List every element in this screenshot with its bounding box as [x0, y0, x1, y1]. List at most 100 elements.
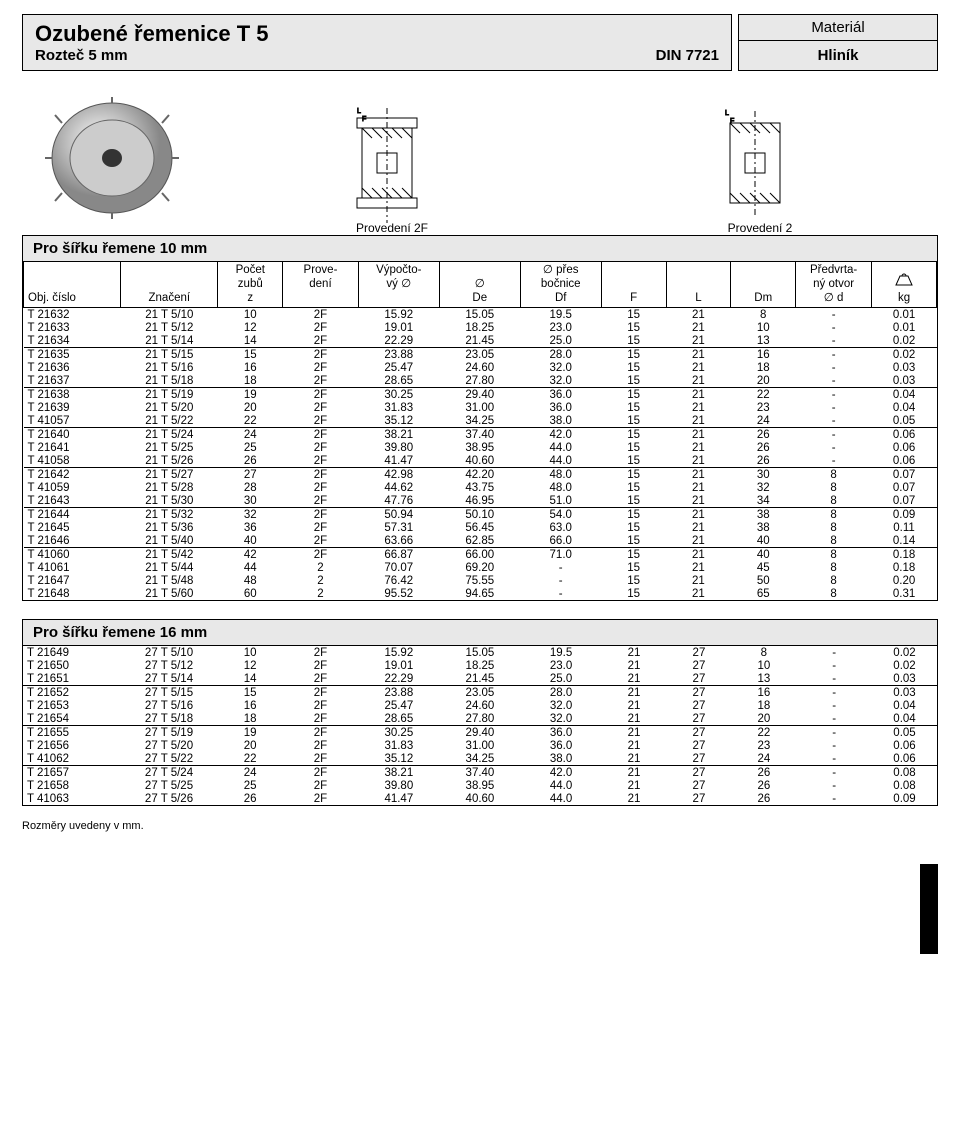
- cell-l: 27: [667, 726, 732, 740]
- cell-mark: 21 T 5/26: [121, 454, 218, 468]
- cell-df: 42.0: [520, 428, 601, 442]
- table1: Obj. číslo Značení Početzubůz Prove-dení…: [23, 262, 937, 600]
- cell-f: 15: [601, 534, 666, 548]
- table-row: T 2164621 T 5/40402F63.6662.8566.0152140…: [24, 534, 937, 548]
- col-kg: kg: [872, 262, 937, 308]
- cell-df: 48.0: [520, 468, 601, 482]
- cell-kg: 0.02: [872, 348, 937, 362]
- cell-df: 51.0: [520, 494, 601, 508]
- cell-z: 15: [218, 348, 283, 362]
- cell-d: -: [796, 388, 872, 402]
- cell-vyv: 31.83: [358, 401, 439, 414]
- cell-z: 10: [218, 308, 283, 322]
- cell-l: 21: [666, 454, 731, 468]
- cell-df: 32.0: [520, 361, 601, 374]
- cell-d: -: [796, 308, 872, 322]
- cell-dm: 23: [731, 401, 796, 414]
- cell-obj: T 41061: [24, 561, 121, 574]
- cell-f: 15: [601, 308, 666, 322]
- cell-f: 15: [601, 361, 666, 374]
- cell-prov: 2F: [283, 361, 359, 374]
- cell-mark: 21 T 5/25: [121, 441, 218, 454]
- page-title: Ozubené řemenice T 5: [35, 21, 719, 47]
- table-row: T 4106227 T 5/22222F35.1234.2538.0212724…: [23, 752, 937, 766]
- cell-obj: T 21657: [23, 766, 120, 780]
- cell-mark: 21 T 5/19: [121, 388, 218, 402]
- cell-de: 34.25: [439, 752, 520, 766]
- cell-df: 25.0: [520, 334, 601, 348]
- cell-kg: 0.04: [872, 388, 937, 402]
- cell-prov: 2: [283, 574, 359, 587]
- cell-df: 32.0: [521, 699, 602, 712]
- cell-l: 21: [666, 441, 731, 454]
- cell-vyv: 28.65: [358, 374, 439, 388]
- cell-prov: 2F: [283, 779, 359, 792]
- cell-z: 30: [218, 494, 283, 508]
- cell-f: 15: [601, 454, 666, 468]
- cell-f: 21: [602, 659, 667, 672]
- table-row: T 2164721 T 5/4848276.4275.55-15215080.2…: [24, 574, 937, 587]
- cell-dm: 23: [731, 739, 796, 752]
- cell-z: 14: [218, 672, 283, 686]
- cell-d: 8: [796, 508, 872, 522]
- cell-f: 15: [601, 574, 666, 587]
- cell-f: 15: [601, 494, 666, 508]
- cell-df: 19.5: [521, 646, 602, 659]
- table1-wrap: Obj. číslo Značení Početzubůz Prove-dení…: [22, 262, 938, 601]
- cell-dm: 32: [731, 481, 796, 494]
- cell-z: 36: [218, 521, 283, 534]
- cell-mark: 27 T 5/12: [120, 659, 217, 672]
- cell-obj: T 21648: [24, 587, 121, 600]
- cell-de: 66.00: [439, 548, 520, 562]
- cell-vyv: 70.07: [358, 561, 439, 574]
- cell-mark: 27 T 5/18: [120, 712, 217, 726]
- cell-f: 21: [602, 672, 667, 686]
- cell-dm: 50: [731, 574, 796, 587]
- cell-obj: T 21637: [24, 374, 121, 388]
- cell-mark: 21 T 5/30: [121, 494, 218, 508]
- col-z: Početzubůz: [218, 262, 283, 308]
- table-row: T 4106121 T 5/4444270.0769.20-15214580.1…: [24, 561, 937, 574]
- cell-z: 12: [218, 659, 283, 672]
- page-header: Ozubené řemenice T 5 Rozteč 5 mm DIN 772…: [22, 14, 938, 71]
- diagram-2f-label: Provedení 2F: [356, 221, 428, 235]
- cell-kg: 0.06: [872, 739, 937, 752]
- cell-l: 21: [666, 388, 731, 402]
- cell-de: 29.40: [439, 388, 520, 402]
- diagram-2: L F Provedení 2: [582, 83, 938, 233]
- cell-obj: T 41057: [24, 414, 121, 428]
- cell-dm: 18: [731, 699, 796, 712]
- cell-f: 21: [602, 646, 667, 659]
- cell-z: 60: [218, 587, 283, 600]
- table-row: T 2165327 T 5/16162F25.4724.6032.0212718…: [23, 699, 937, 712]
- cell-prov: 2F: [283, 659, 359, 672]
- cell-z: 24: [218, 428, 283, 442]
- cell-vyv: 35.12: [358, 414, 439, 428]
- cell-d: -: [796, 321, 872, 334]
- cell-obj: T 21640: [24, 428, 121, 442]
- cell-d: -: [796, 766, 872, 780]
- cell-l: 21: [666, 548, 731, 562]
- cell-d: -: [796, 686, 872, 700]
- cell-z: 32: [218, 508, 283, 522]
- cell-kg: 0.03: [872, 672, 937, 686]
- cell-l: 21: [666, 468, 731, 482]
- cell-mark: 21 T 5/16: [121, 361, 218, 374]
- cell-f: 15: [601, 428, 666, 442]
- cell-dm: 20: [731, 374, 796, 388]
- col-df: ∅ přesbočniceDf: [520, 262, 601, 308]
- cell-vyv: 22.29: [358, 334, 439, 348]
- cell-d: -: [796, 428, 872, 442]
- cell-d: 8: [796, 494, 872, 508]
- cell-z: 12: [218, 321, 283, 334]
- title-box: Ozubené řemenice T 5 Rozteč 5 mm DIN 772…: [22, 14, 732, 71]
- cell-vyv: 23.88: [358, 348, 439, 362]
- cell-l: 21: [666, 308, 731, 322]
- cell-dm: 18: [731, 361, 796, 374]
- cell-de: 37.40: [439, 428, 520, 442]
- cell-kg: 0.09: [872, 792, 937, 805]
- table-row: T 2164021 T 5/24242F38.2137.4042.0152126…: [24, 428, 937, 442]
- cell-mark: 27 T 5/22: [120, 752, 217, 766]
- cell-l: 21: [666, 508, 731, 522]
- cell-f: 15: [601, 374, 666, 388]
